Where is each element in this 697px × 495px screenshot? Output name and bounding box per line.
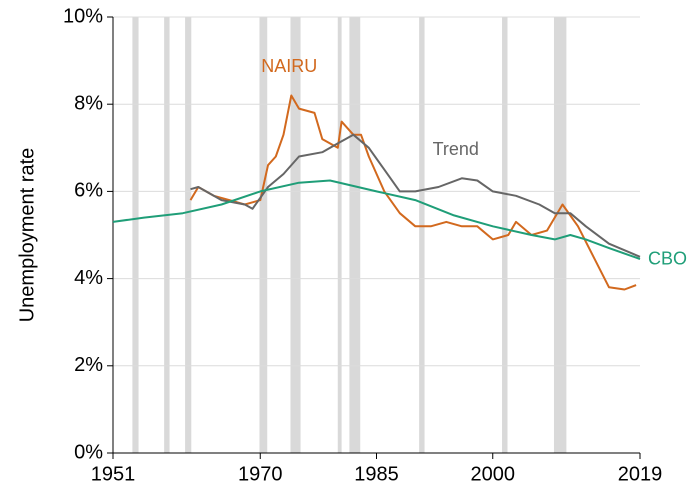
recession-band <box>185 17 192 453</box>
x-tick-label: 1970 <box>238 463 283 485</box>
recession-band <box>164 17 170 453</box>
x-tick-label: 1985 <box>354 463 399 485</box>
x-tick-label: 2019 <box>618 463 663 485</box>
series-line <box>189 94 637 291</box>
x-tick-label: 2000 <box>471 463 516 485</box>
x-tick-label: 1951 <box>91 463 136 485</box>
y-tick-label: 2% <box>74 354 103 376</box>
series-line <box>112 179 641 260</box>
y-tick-label: 10% <box>63 5 103 27</box>
series-label: NAIRU <box>261 56 317 76</box>
series-label: CBO <box>648 249 687 269</box>
recession-band <box>290 17 301 453</box>
series-label: Trend <box>433 139 479 159</box>
y-tick-label: 4% <box>74 267 103 289</box>
y-tick-label: 0% <box>74 441 103 463</box>
recession-band <box>132 17 139 453</box>
recession-band <box>349 17 361 453</box>
recession-band <box>337 17 342 453</box>
y-tick-label: 8% <box>74 92 103 114</box>
series-line <box>190 133 641 258</box>
recession-band <box>259 17 268 453</box>
y-tick-label: 6% <box>74 180 103 202</box>
y-axis-label: Unemployment rate <box>16 148 38 323</box>
recession-band <box>553 17 567 453</box>
recession-band <box>419 17 425 453</box>
